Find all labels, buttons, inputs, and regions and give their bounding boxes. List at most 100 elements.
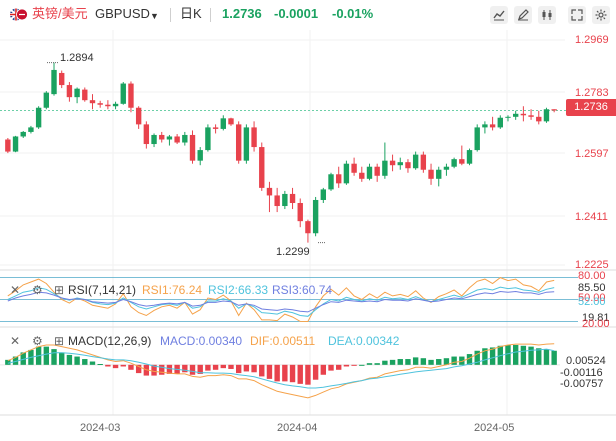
expand-icon[interactable]: ⊞ [54, 334, 65, 348]
macd-bar [289, 364, 296, 383]
macd-bar [512, 344, 519, 365]
indicator-button[interactable] [490, 6, 508, 24]
macd-bar [520, 345, 527, 365]
macd-bar [66, 354, 73, 365]
macd-bar [474, 350, 480, 365]
candle-body [312, 199, 319, 234]
candle-body [443, 166, 450, 170]
candle-body [166, 136, 173, 140]
macd-bar [382, 360, 388, 365]
macd-title: MACD(12,26,9) [68, 334, 152, 348]
collapse-icon[interactable]: ✕ [10, 283, 21, 297]
candle-body [428, 169, 434, 179]
candle-body [505, 116, 511, 118]
candle-body [266, 187, 273, 196]
low-annotation: 1.2299 [276, 246, 310, 258]
macd-bar [343, 364, 350, 367]
candle-body [51, 69, 57, 95]
settings-icon[interactable]: ⚙ [32, 283, 43, 297]
indicator-icon [493, 10, 505, 21]
candle-body [336, 174, 342, 184]
macd-bar [305, 364, 311, 385]
macd-bar [12, 356, 19, 365]
chevron-down-icon[interactable]: ▼ [150, 11, 159, 21]
rsi3-value: RSI3:60.74 [272, 283, 333, 297]
macd-bar [135, 364, 142, 374]
candle-body [143, 124, 150, 145]
macd-bar [43, 346, 50, 365]
dif-line [7, 343, 555, 399]
candle-body [466, 150, 473, 164]
toolbar-divider [170, 8, 171, 22]
candle-body [520, 113, 527, 116]
candle-body [451, 159, 457, 167]
macd-bar [151, 364, 157, 376]
macd-bar [443, 358, 450, 365]
macd-bar [397, 359, 403, 365]
macd-bar [482, 348, 488, 365]
candle-body [197, 150, 203, 161]
settings-icon[interactable]: ⚙ [32, 334, 43, 348]
settings-button[interactable] [592, 6, 610, 24]
timeframe-selector[interactable]: 日K [180, 6, 202, 21]
macd-bar [59, 352, 65, 365]
candle-body [289, 193, 296, 204]
macd-bar [159, 364, 165, 375]
macd-axis-label: -0.00757 [560, 378, 604, 390]
symbol-label[interactable]: 英镑/美元 [32, 6, 88, 21]
y-tick-label: 1.2969 [575, 34, 609, 46]
candle-body [128, 83, 134, 108]
macd-bar [97, 364, 103, 365]
toolbar-divider [210, 8, 211, 22]
candle-body [551, 109, 557, 111]
macd-bar [166, 364, 173, 374]
candle-body [220, 118, 226, 129]
candle-body [5, 139, 11, 152]
candle-body [328, 174, 334, 190]
macd-bar [120, 364, 126, 367]
macd-axis-label: 0.00524 [566, 355, 606, 367]
candle-layer [5, 62, 557, 244]
dea-value: DEA:0.00342 [328, 334, 400, 348]
candle-body [297, 203, 303, 222]
candle-body [366, 166, 373, 179]
macd-bar [366, 363, 373, 365]
macd-bar [205, 364, 211, 371]
rsi3-line [7, 290, 555, 313]
price-change: -0.0001 [274, 6, 319, 21]
macd-bar [336, 364, 342, 370]
candle-body [235, 124, 242, 161]
macd-bar [412, 357, 419, 365]
draw-button[interactable] [514, 6, 532, 24]
candle-body [259, 147, 265, 188]
candle-body [59, 72, 65, 86]
macd-bar [459, 356, 465, 365]
candle-body [389, 160, 396, 166]
symbol-code[interactable]: GBPUSD [95, 6, 150, 21]
uk-flag-icon [10, 8, 28, 21]
collapse-icon[interactable]: ✕ [10, 334, 21, 348]
candle-body [436, 169, 442, 179]
macd-bar [466, 354, 473, 365]
candle-body [228, 118, 234, 125]
high-annotation: 1.2894 [60, 52, 94, 64]
y-tick-label: 1.2783 [575, 87, 609, 99]
candle-body [66, 85, 73, 98]
chart-type-button[interactable] [538, 6, 556, 24]
candle-body [343, 163, 350, 184]
fullscreen-button[interactable] [568, 6, 586, 24]
macd-value: MACD:0.00340 [160, 334, 243, 348]
candle-body [182, 134, 188, 143]
macd-bar [436, 359, 442, 365]
candle-body [374, 166, 380, 176]
candle-body [97, 103, 103, 105]
candle-body [497, 117, 503, 128]
candle-body [482, 124, 488, 128]
macd-bar [212, 364, 219, 370]
candle-body [159, 134, 165, 140]
macd-bar [351, 364, 357, 366]
dea-line [7, 348, 555, 389]
expand-icon[interactable]: ⊞ [54, 283, 65, 297]
candle-body [405, 162, 411, 169]
